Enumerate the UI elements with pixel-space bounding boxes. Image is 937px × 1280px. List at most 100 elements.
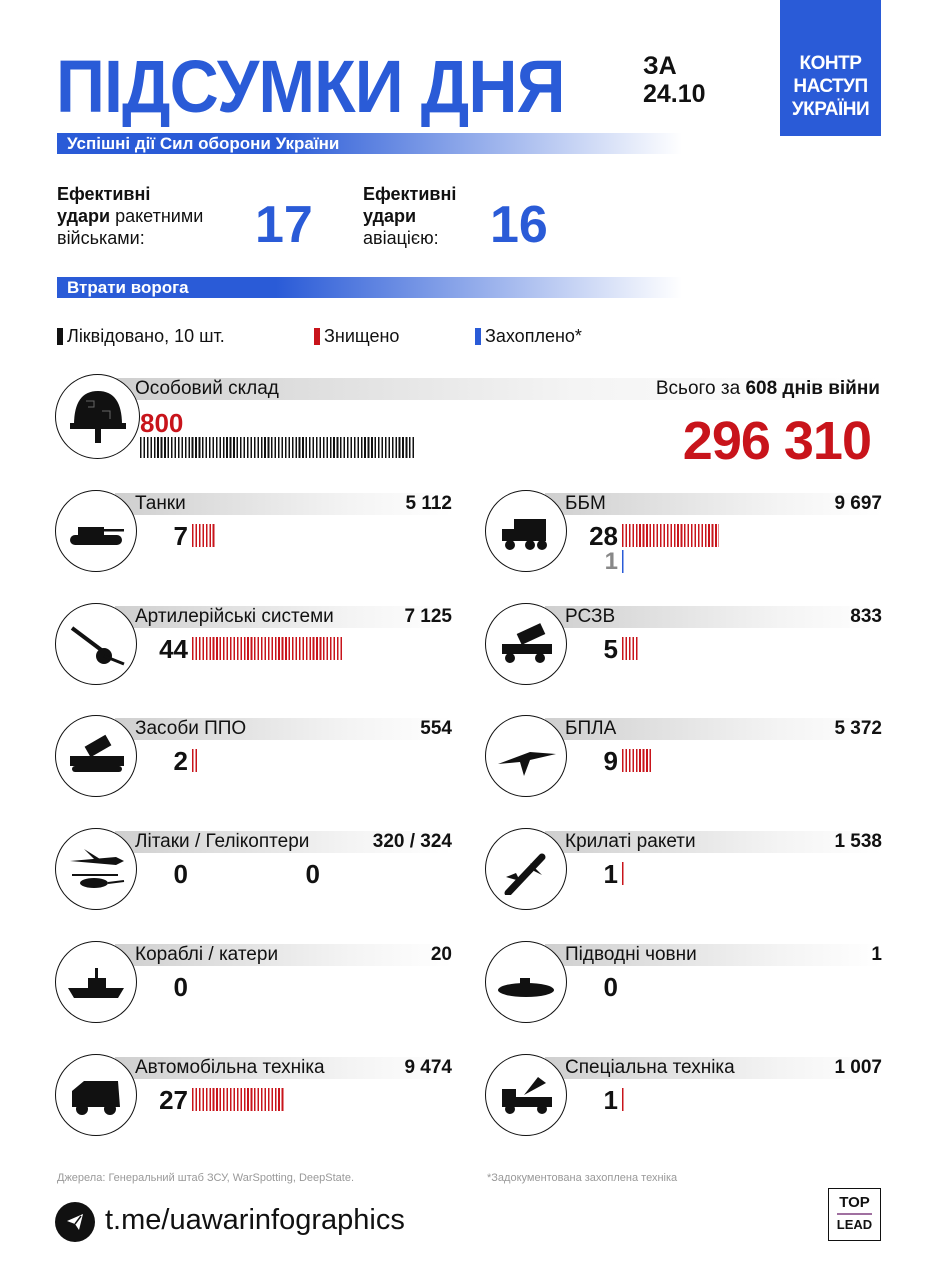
loss-today-helicopters: 0 bbox=[305, 859, 320, 889]
strike-text: військами: bbox=[57, 228, 145, 248]
missile-strikes-label: Ефективні удари ракетними військами: bbox=[57, 183, 203, 249]
loss-total: 1 007 bbox=[834, 1057, 882, 1078]
loss-card: ББМ 9 697 28 1 bbox=[485, 490, 882, 590]
loss-label-bar: Літаки / Гелікоптери 320 / 324 bbox=[115, 831, 452, 853]
loss-card: Автомобільна техніка 9 474 27 bbox=[55, 1054, 452, 1154]
drone-icon bbox=[485, 715, 567, 797]
loss-total: 1 bbox=[871, 944, 882, 965]
strike-text: Ефективні bbox=[57, 184, 151, 204]
loss-category: Автомобільна техніка bbox=[135, 1057, 325, 1078]
destroyed-tally-bar bbox=[192, 749, 199, 772]
loss-card: Артилерійські системи 7 125 44 bbox=[55, 603, 452, 703]
loss-today-destroyed: 1 bbox=[603, 1085, 618, 1115]
strike-text: удари bbox=[363, 206, 417, 226]
artillery-icon bbox=[55, 603, 137, 685]
loss-card: Засоби ППО 554 2 bbox=[55, 715, 452, 815]
toplead-logo: TOP LEAD bbox=[828, 1188, 881, 1241]
special-vehicle-icon bbox=[485, 1054, 567, 1136]
legend-label: Ліквідовано, 10 шт. bbox=[67, 326, 225, 346]
loss-label-bar: РСЗВ 833 bbox=[545, 606, 882, 628]
helmet-icon bbox=[55, 374, 140, 459]
loss-label-bar: Автомобільна техніка 9 474 bbox=[115, 1057, 452, 1079]
sources-note: Джерела: Генеральний штаб ЗСУ, WarSpotti… bbox=[57, 1172, 354, 1184]
loss-today-captured: 1 bbox=[604, 548, 618, 575]
section-header-successes: Успішні дії Сил оборони України bbox=[57, 133, 682, 154]
loss-category: Літаки / Гелікоптери bbox=[135, 831, 310, 852]
loss-category: Артилерійські системи bbox=[135, 606, 334, 627]
loss-card: РСЗВ 833 5 bbox=[485, 603, 882, 703]
mlrs-icon bbox=[485, 603, 567, 685]
loss-label-bar: Спеціальна техніка 1 007 bbox=[545, 1057, 882, 1079]
personnel-label-bar bbox=[115, 378, 882, 400]
personnel-label: Особовий склад bbox=[135, 378, 279, 399]
loss-today-destroyed: 44 bbox=[159, 634, 188, 664]
loss-today-destroyed: 28 bbox=[589, 521, 618, 551]
legend-label: Захоплено* bbox=[485, 326, 582, 346]
destroyed-tally-bar bbox=[622, 749, 654, 772]
loss-card: Спеціальна техніка 1 007 1 bbox=[485, 1054, 882, 1154]
destroyed-tally-bar bbox=[622, 1088, 626, 1111]
logo-divider bbox=[837, 1213, 872, 1215]
destroyed-tally-bar bbox=[622, 637, 640, 660]
destroyed-tally-bar bbox=[622, 862, 626, 885]
strike-text: Ефективні bbox=[363, 184, 457, 204]
loss-total: 20 bbox=[430, 944, 452, 965]
personnel-today: 800 bbox=[140, 408, 184, 438]
loss-label-bar: Артилерійські системи 7 125 bbox=[115, 606, 452, 628]
captured-tally-bar bbox=[622, 550, 626, 573]
loss-card: Літаки / Гелікоптери 320 / 324 0 0 bbox=[55, 828, 452, 928]
loss-total: 5 372 bbox=[834, 718, 882, 739]
legend-label: Знищено bbox=[324, 326, 400, 346]
date-prefix: ЗА bbox=[643, 52, 677, 80]
loss-category: БПЛА bbox=[565, 718, 617, 739]
loss-card: Підводні човни 1 0 bbox=[485, 941, 882, 1041]
loss-total: 1 538 bbox=[834, 831, 882, 852]
loss-category: Підводні човни bbox=[565, 944, 697, 965]
loss-total: 9 474 bbox=[404, 1057, 452, 1078]
loss-label-bar: Крилаті ракети 1 538 bbox=[545, 831, 882, 853]
loss-today-destroyed: 0 bbox=[603, 972, 618, 1002]
armored-vehicle-icon bbox=[485, 490, 567, 572]
loss-total: 5 112 bbox=[405, 493, 453, 514]
telegram-link[interactable]: t.me/uawarinfographics bbox=[105, 1204, 405, 1236]
personnel-total: 296 310 bbox=[682, 411, 872, 471]
destroyed-tally-bar bbox=[192, 524, 217, 547]
loss-today-destroyed: 0 bbox=[173, 972, 188, 1002]
destroyed-tally-bar bbox=[622, 524, 719, 547]
captured-footnote: *Задокументована захоплена техніка bbox=[487, 1172, 678, 1184]
loss-label-bar: ББМ 9 697 bbox=[545, 493, 882, 515]
personnel-total-caption: Всього за 608 днів війни bbox=[656, 378, 880, 400]
missile-strikes-value: 17 bbox=[255, 196, 313, 254]
loss-category: Крилаті ракети bbox=[565, 831, 696, 852]
date-label: ЗА 24.10 bbox=[643, 52, 706, 108]
brand-line: НАСТУП bbox=[793, 76, 868, 97]
date-value: 24.10 bbox=[643, 80, 706, 108]
loss-label-bar: Кораблі / катери 20 bbox=[115, 944, 452, 966]
loss-today-aircraft: 0 bbox=[173, 859, 188, 889]
loss-total: 833 bbox=[850, 606, 882, 627]
loss-category: РСЗВ bbox=[565, 606, 616, 627]
legend-swatch bbox=[475, 328, 481, 345]
page-title: ПІДСУМКИ ДНЯ bbox=[56, 45, 566, 128]
section-header-losses: Втрати ворога bbox=[57, 277, 682, 298]
logo-line: TOP bbox=[839, 1194, 870, 1211]
ship-icon bbox=[55, 941, 137, 1023]
loss-card: Кораблі / катери 20 0 bbox=[55, 941, 452, 1041]
loss-today-destroyed: 9 bbox=[603, 746, 618, 776]
strike-text: ракетними bbox=[110, 206, 204, 226]
loss-today-destroyed: 5 bbox=[603, 634, 618, 664]
loss-card: Танки 5 112 7 bbox=[55, 490, 452, 590]
loss-category: Кораблі / катери bbox=[135, 944, 279, 965]
loss-today-destroyed: 7 bbox=[173, 521, 188, 551]
brand-line: УКРАЇНИ bbox=[791, 99, 870, 120]
telegram-icon[interactable] bbox=[55, 1202, 95, 1242]
destroyed-tally-bar bbox=[192, 637, 344, 660]
loss-today-destroyed: 27 bbox=[159, 1085, 188, 1115]
caption-prefix: Всього за bbox=[655, 378, 746, 399]
loss-label-bar: Танки 5 112 bbox=[115, 493, 452, 515]
brand-logo: КОНТР НАСТУП УКРАЇНИ bbox=[780, 0, 881, 136]
submarine-icon bbox=[485, 941, 567, 1023]
destroyed-tally-bar bbox=[192, 1088, 286, 1111]
loss-label-bar: Засоби ППО 554 bbox=[115, 718, 452, 740]
strike-text: авіацією: bbox=[363, 228, 439, 248]
